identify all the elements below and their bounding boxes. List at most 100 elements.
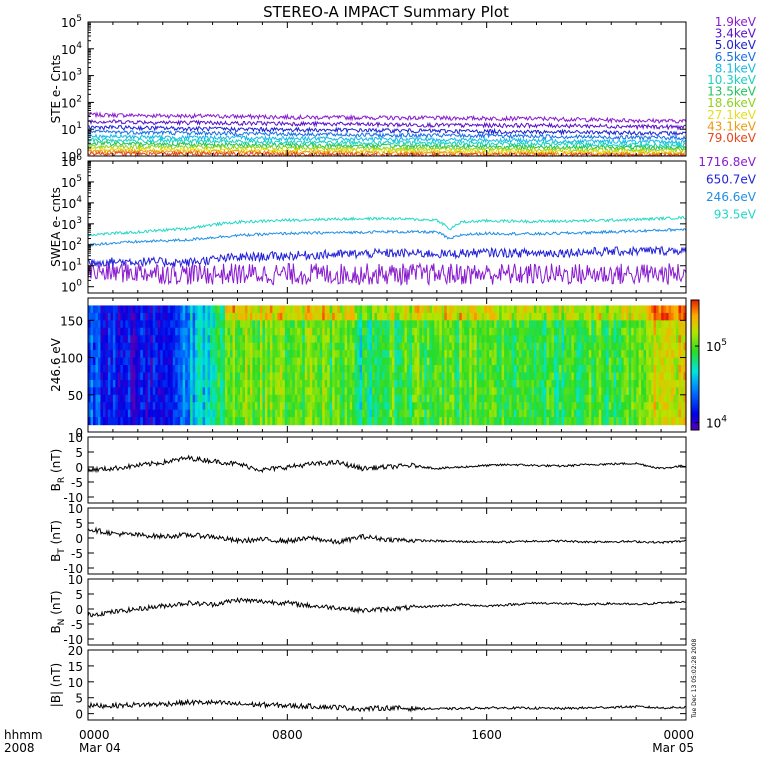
pad-cell (185, 387, 189, 396)
pad-cell (329, 387, 333, 396)
pad-cell (282, 417, 286, 426)
colorbar-step (691, 330, 699, 333)
pad-cell (494, 417, 498, 426)
pad-cell (289, 342, 293, 351)
pad-cell (254, 417, 259, 426)
pad-cell (471, 327, 475, 336)
pad-cell (546, 379, 550, 388)
pad-cell (142, 320, 146, 329)
pad-cell (553, 365, 558, 374)
pad-cell (534, 327, 538, 336)
pad-cell (182, 372, 186, 381)
pad-cell (494, 342, 498, 351)
pad-cell (187, 357, 191, 366)
pad-cell (107, 365, 112, 374)
pad-cell (175, 327, 179, 336)
pad-cell (464, 342, 468, 351)
pad-cell (671, 394, 675, 403)
pad-cell (628, 372, 632, 381)
x-tick-date-label: Mar 05 (652, 741, 694, 755)
pad-cell (200, 372, 204, 381)
pad-cell (481, 320, 485, 329)
pad-cell (409, 305, 413, 314)
pad-cell (279, 320, 283, 329)
pad-cell (102, 409, 107, 418)
pad-cell (676, 320, 680, 329)
pad-cell (279, 372, 283, 381)
pad-cell (210, 350, 214, 359)
pad-cell (494, 320, 498, 329)
pad-cell (451, 417, 455, 426)
pad-cell (90, 417, 94, 426)
pad-cell (367, 350, 371, 359)
pad-cell (578, 305, 582, 314)
pad-cell (671, 350, 675, 359)
pad-cell (175, 379, 179, 388)
pad-cell (302, 394, 306, 403)
pad-cell (304, 387, 308, 396)
pad-cell (170, 357, 174, 366)
pad-cell (536, 365, 540, 374)
pad-cell (638, 350, 642, 359)
pad-cell (284, 320, 288, 329)
pad-cell (399, 402, 403, 411)
pad-cell (277, 365, 281, 374)
pad-cell (195, 342, 199, 351)
pad-cell (102, 394, 107, 403)
pad-cell (324, 320, 328, 329)
pad-cell (543, 402, 548, 411)
pad-cell (282, 312, 286, 321)
pad-cell (357, 372, 361, 381)
pad-cell (531, 350, 535, 359)
pad-cell (661, 379, 665, 388)
pad-cell (384, 409, 388, 418)
pad-cell (259, 417, 264, 426)
pad-cell (426, 335, 430, 344)
pad-cell (105, 417, 109, 426)
pad-cell (583, 372, 587, 381)
pad-cell (317, 350, 321, 359)
pad-cell (593, 387, 597, 396)
pad-cell (294, 357, 298, 366)
pad-cell (593, 320, 597, 329)
pad-cell (464, 320, 468, 329)
pad-cell (561, 379, 565, 388)
pad-cell (466, 387, 470, 396)
pad-cell (190, 342, 194, 351)
pad-cell (444, 417, 448, 426)
pad-cell (130, 357, 134, 366)
pad-cell (648, 379, 652, 388)
pad-cell (661, 365, 665, 374)
pad-cell (220, 394, 224, 403)
pad-cell (272, 357, 276, 366)
pad-cell (359, 409, 363, 418)
pad-cell (683, 327, 687, 336)
pad-cell (536, 402, 540, 411)
pad-cell (676, 365, 680, 374)
bmag-panel-ytick-label: 10 (68, 676, 83, 690)
pad-cell (302, 305, 306, 314)
pad-cell (444, 379, 448, 388)
pad-cell (349, 402, 353, 411)
pad-cell (225, 402, 229, 411)
pad-cell (252, 312, 256, 321)
pad-cell (581, 320, 585, 329)
pad-cell (409, 402, 413, 411)
pad-cell (496, 372, 500, 381)
pad-cell (244, 327, 249, 336)
colorbar-step (691, 349, 699, 353)
pad-cell (633, 394, 637, 403)
pad-cell (140, 409, 144, 418)
pad-cell (307, 372, 311, 381)
pad-cell (317, 357, 321, 366)
pad-cell (566, 409, 570, 418)
pad-cell (242, 305, 246, 314)
pad-cell (137, 312, 141, 321)
pad-cell (536, 387, 540, 396)
pad-cell (297, 327, 301, 336)
pad-cell (107, 379, 112, 388)
pad-cell (92, 305, 97, 314)
pad-cell (212, 312, 216, 321)
pad-cell (459, 357, 463, 366)
pad-cell (519, 312, 523, 321)
